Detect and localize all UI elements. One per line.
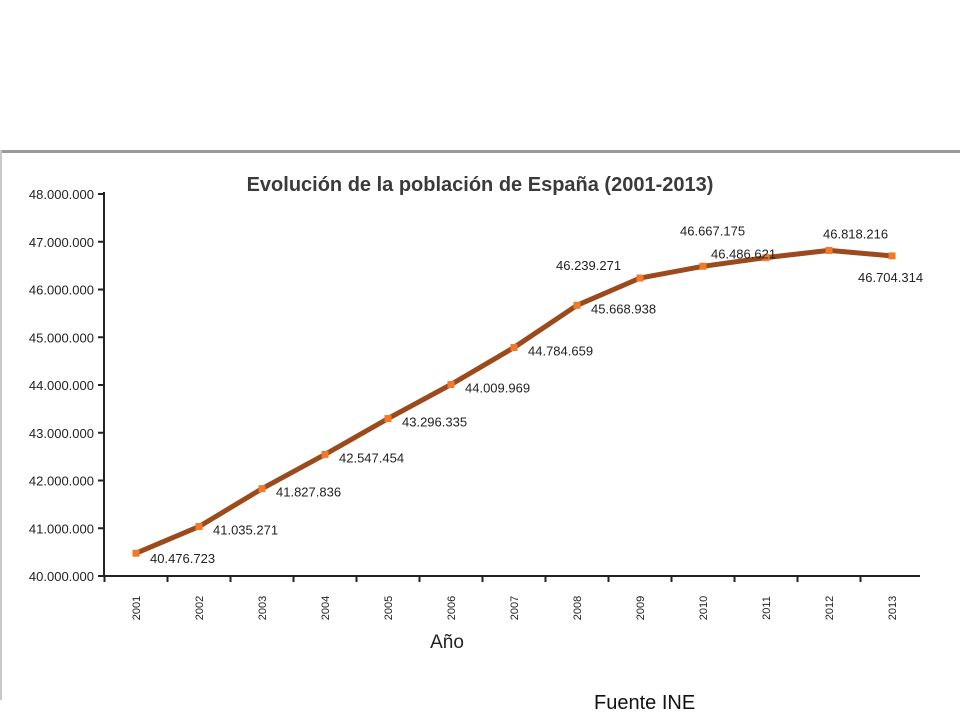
- data-label: 46.486.621: [711, 246, 776, 261]
- x-tick-label: 2009: [635, 596, 647, 620]
- y-tick-label: 45.000.000: [29, 330, 94, 345]
- y-tick-label: 42.000.000: [29, 474, 94, 489]
- data-point-marker: [573, 301, 581, 309]
- data-label: 46.239.271: [556, 258, 621, 273]
- data-label: 41.035.271: [213, 523, 278, 538]
- x-tick-label: 2010: [698, 596, 710, 620]
- y-tick-label: 48.000.000: [29, 187, 94, 202]
- data-point-marker: [510, 344, 518, 352]
- data-point-marker: [195, 523, 203, 531]
- top-divider: [0, 150, 960, 153]
- data-point-marker: [384, 415, 392, 423]
- y-tick-label: 43.000.000: [29, 426, 94, 441]
- x-tick-label: 2008: [572, 596, 584, 620]
- data-label: 46.704.314: [858, 270, 923, 285]
- data-labels: 40.476.723 41.035.271 41.827.836 42.547.454…: [150, 224, 923, 567]
- data-label: 41.827.836: [276, 485, 341, 500]
- data-point-marker: [699, 262, 707, 270]
- data-label: 44.784.659: [528, 344, 593, 359]
- x-tick-label: 2006: [446, 596, 458, 620]
- y-axis-ticks: 40.000.000 41.000.000 42.000.000 43.000.000…: [29, 187, 104, 584]
- data-point-marker: [888, 252, 896, 260]
- y-tick-label: 44.000.000: [29, 378, 94, 393]
- x-tick-label: 2003: [257, 596, 269, 620]
- x-tick-label: 2011: [761, 596, 773, 620]
- data-label: 46.818.216: [823, 226, 888, 241]
- x-tick-label: 2007: [509, 596, 521, 620]
- data-label: 46.667.175: [680, 224, 745, 239]
- x-tick-label: 2002: [194, 596, 206, 620]
- x-tick-label: 2013: [887, 596, 899, 620]
- x-tick-label: 2001: [131, 596, 143, 620]
- y-tick-label: 47.000.000: [29, 235, 94, 250]
- series-line: [133, 247, 895, 556]
- x-tick-label: 2012: [824, 596, 836, 620]
- x-axis-label: Año: [430, 632, 464, 653]
- x-axis-ticks: 2001 2002 2003 2004 2005 2006 2007 2008 2009 2010…: [103, 576, 899, 620]
- y-tick-label: 40.000.000: [29, 569, 94, 584]
- data-point-marker: [762, 254, 770, 262]
- data-label: 45.668.938: [591, 301, 656, 316]
- data-point-marker: [258, 485, 266, 493]
- x-tick-label: 2005: [383, 596, 395, 620]
- data-point-marker: [825, 246, 833, 254]
- left-divider: [0, 150, 2, 700]
- y-tick-label: 41.000.000: [29, 521, 94, 536]
- data-point-marker: [636, 274, 644, 282]
- data-label: 40.476.723: [150, 551, 215, 566]
- series-group: [132, 246, 896, 557]
- data-point-marker: [321, 450, 329, 458]
- data-label: 42.547.454: [339, 450, 404, 465]
- source-note: Fuente INE: [594, 692, 696, 714]
- x-tick-label: 2004: [320, 596, 332, 620]
- data-label: 44.009.969: [465, 381, 530, 396]
- data-point-marker: [447, 381, 455, 389]
- data-label: 43.296.335: [402, 415, 467, 430]
- y-tick-label: 46.000.000: [29, 283, 94, 298]
- data-point-marker: [132, 549, 140, 557]
- chart-title: Evolución de la población de España (200…: [247, 174, 714, 196]
